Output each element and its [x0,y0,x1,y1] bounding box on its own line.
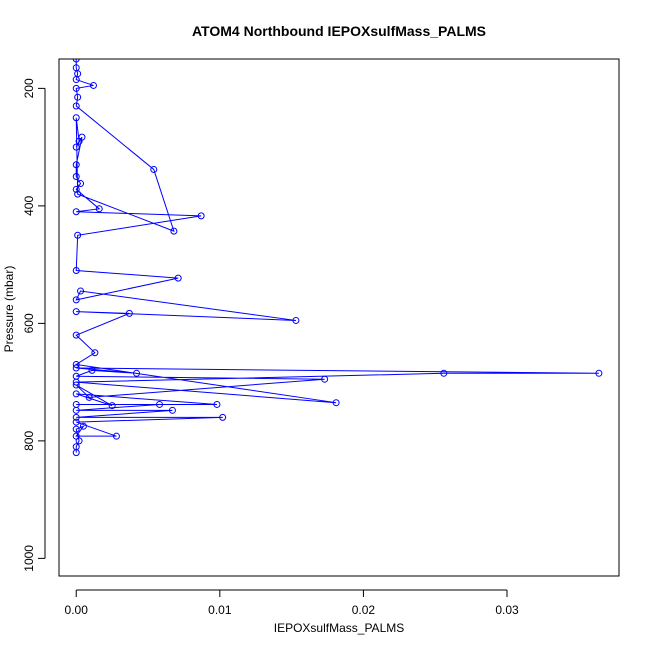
plot-frame [58,58,620,577]
data-point [156,400,164,408]
data-point [72,449,80,457]
data-point [170,227,178,235]
data-point [72,114,80,122]
data-point [72,413,80,421]
x-tick-label: 0.03 [495,603,519,617]
data-point [72,76,80,84]
plot-area [72,59,603,457]
x-axis-label: IEPOXsulfMass_PALMS [274,621,405,635]
data-point [88,366,96,374]
data-point [197,212,205,220]
data-point [72,208,80,216]
data-point [74,231,82,239]
data-point [174,274,182,282]
data-point [72,425,80,433]
data-point [77,180,85,188]
data-point [219,413,227,421]
data-point [77,287,85,295]
data-point [74,190,82,198]
data-point [95,205,103,213]
data-point [332,399,340,407]
y-tick-label: 400 [22,196,36,216]
data-point [108,402,116,410]
data-point [72,381,80,389]
data-point [72,361,80,368]
data-point [72,173,80,180]
data-point [74,93,82,101]
data-point [112,432,120,440]
data-point [168,406,176,414]
data-point [595,369,603,377]
data-point [72,364,80,372]
data-point [213,400,221,408]
data-point [72,331,80,339]
data-point [79,422,87,430]
data-point [72,161,80,169]
data-point [150,165,158,173]
data-point [72,418,80,426]
data-point [321,375,329,383]
data-point [72,267,80,274]
data-point [72,84,80,92]
data-point [72,102,80,110]
series-line [74,59,599,453]
x-tick-label: 0.00 [65,603,89,617]
x-tick-label: 0.02 [352,603,376,617]
data-point [72,372,80,380]
data-point [72,390,80,398]
data-point [125,309,133,317]
y-tick-label: 1000 [22,545,36,572]
y-tick-label: 200 [22,78,36,98]
data-point [72,185,80,193]
data-point [78,133,86,141]
data-point [72,296,80,304]
data-point [72,308,80,316]
data-point [292,316,300,324]
axes: 0.00 0.01 0.02 0.03 200 400 600 800 1000 [22,78,519,617]
data-point [91,349,99,357]
chart-title: ATOM4 Northbound IEPOXsulfMass_PALMS [192,23,486,39]
data-point [72,59,80,63]
data-point [85,393,93,401]
y-axis-label: Pressure (mbar) [2,266,16,353]
data-point [75,437,83,445]
y-tick-label: 800 [22,431,36,451]
y-tick-label: 600 [22,313,36,333]
data-point [72,143,80,151]
data-point [133,369,141,377]
x-tick-label: 0.01 [208,603,232,617]
data-point [89,81,97,89]
data-point [72,406,80,414]
data-point [440,369,448,377]
